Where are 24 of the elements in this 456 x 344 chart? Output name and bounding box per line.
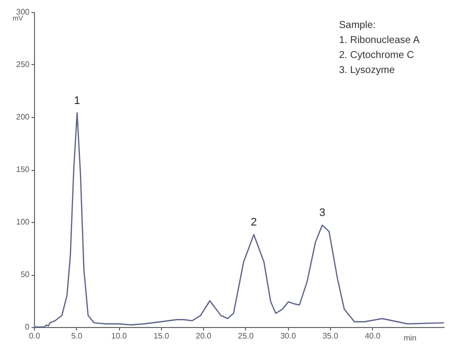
- annotation: 2: [250, 216, 257, 229]
- x-tick-label: 35.0: [322, 332, 339, 340]
- y-tick-label: 100: [16, 218, 30, 226]
- y-tick-label: 0: [25, 322, 30, 332]
- x-tick-label: 5.0: [71, 332, 83, 340]
- x-tick-label: 10.0: [111, 332, 128, 340]
- x-tick-label: 40.0: [364, 332, 381, 340]
- annotation: 3. Lysozyme: [339, 65, 396, 76]
- y-tick-label: 250: [16, 60, 30, 69]
- x-tick-label: 15.0: [154, 332, 170, 340]
- x-tick-label: 20.0: [196, 332, 212, 340]
- x-tick-label: 25.0: [238, 332, 254, 340]
- y-tick-label: 300: [16, 8, 30, 16]
- annotation: 1. Ribonuclease A: [339, 35, 420, 46]
- annotation: 2. Cytochrome C: [339, 50, 414, 61]
- x-axis-title: min: [404, 334, 416, 342]
- y-tick-label: 50: [20, 270, 30, 279]
- annotation: 1: [74, 94, 80, 107]
- annotation: 3: [319, 207, 326, 220]
- x-tick-label: 0.0: [28, 332, 41, 340]
- x-tick-label: 30.0: [280, 332, 296, 340]
- y-tick-label: 200: [16, 112, 30, 122]
- annotation: Sample:: [339, 20, 376, 31]
- y-tick-label: 150: [16, 165, 30, 174]
